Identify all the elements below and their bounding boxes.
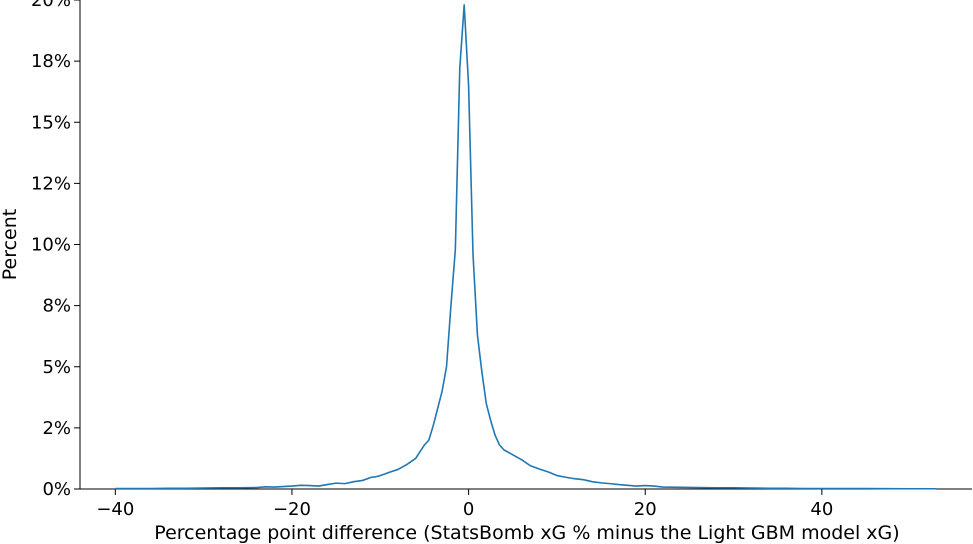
x-tick-label: −40: [96, 499, 134, 520]
x-tick-label: −20: [273, 499, 311, 520]
plot-area: 0% 2% 5% 8% 10% 12% 15% 18% 20% −40 −20 0 20 40: [31, 0, 972, 520]
x-tick-label: 20: [634, 499, 657, 520]
x-axis-ticks: −40 −20 0 20 40: [96, 489, 833, 520]
series-line: [115, 4, 937, 490]
y-tick-label: 2%: [42, 418, 71, 439]
series-layer: [115, 4, 937, 490]
y-tick-label: 15%: [31, 112, 71, 133]
y-tick-label: 0%: [42, 479, 71, 500]
y-tick-label: 20%: [31, 0, 71, 11]
y-tick-label: 12%: [31, 173, 71, 194]
x-axis-label: Percentage point difference (StatsBomb x…: [154, 522, 899, 544]
x-tick-label: 0: [463, 499, 474, 520]
y-tick-label: 18%: [31, 51, 71, 72]
y-axis-ticks: 0% 2% 5% 8% 10% 12% 15% 18% 20%: [31, 0, 80, 500]
y-axis-label: Percent: [0, 209, 21, 281]
y-tick-label: 5%: [42, 357, 71, 378]
x-tick-label: 40: [810, 499, 833, 520]
y-tick-label: 8%: [42, 296, 71, 317]
y-tick-label: 10%: [31, 235, 71, 256]
